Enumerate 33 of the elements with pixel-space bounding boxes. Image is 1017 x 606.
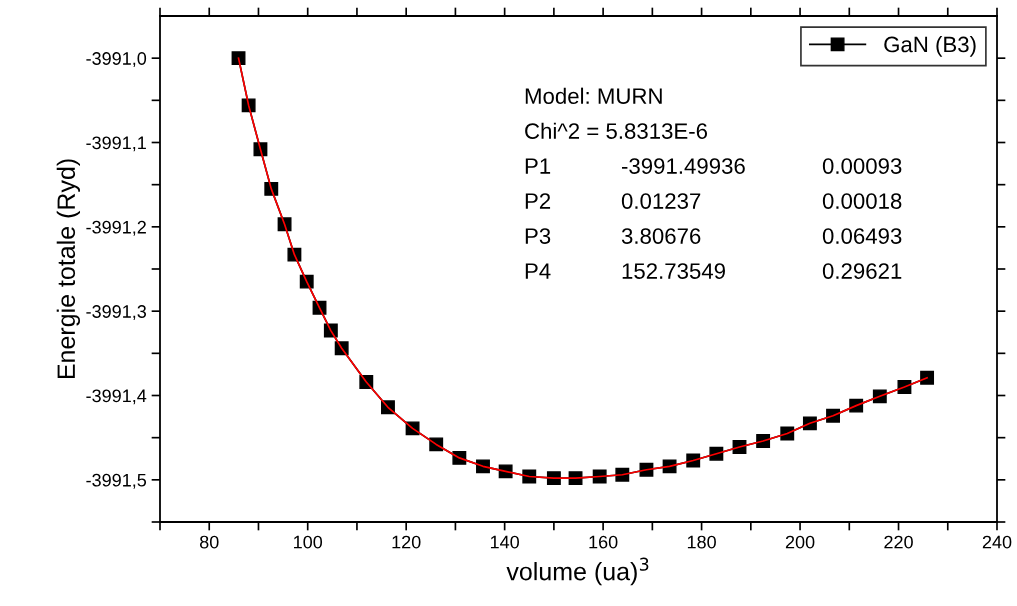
x-tick-label: 140: [490, 535, 519, 549]
y-tick-label: -3991,3: [86, 305, 147, 321]
annotation: Model: MURN: [525, 87, 662, 104]
annotation: 152.73549: [622, 263, 725, 279]
annotation: 0.00093: [822, 158, 902, 174]
annotation: P4: [525, 263, 551, 279]
annotation: Chi^2 = 5.8313E-6: [525, 122, 708, 139]
x-tick-label: 200: [785, 535, 815, 549]
y-tick-label: -3991,4: [86, 389, 147, 405]
x-axis-title: volume (ua)$^{3}$: [506, 557, 649, 586]
x-tick-label: 240: [982, 535, 1012, 549]
y-tick-label: -3991,1: [86, 136, 146, 152]
y-tick-label: -3991,2: [86, 220, 146, 236]
annotation: P1: [525, 158, 551, 174]
y-tick-label: -3991,0: [86, 52, 147, 68]
x-tick-label: 80: [199, 535, 219, 549]
x-tick-label: 160: [589, 535, 618, 549]
y-tick-label: -3991,5: [86, 473, 147, 489]
annotation: -3991.49936: [621, 158, 745, 174]
annotation: 0.29621: [822, 263, 902, 279]
annotation: 0.06493: [822, 228, 902, 244]
annotation: 0.00018: [822, 193, 902, 209]
point: [920, 370, 935, 385]
legend-label: GaN (B3): [884, 36, 976, 57]
x-tick-label: 100: [294, 535, 323, 549]
annotation: 3.80676: [621, 228, 701, 244]
annotation: P3: [525, 228, 551, 244]
annotation: 0.01237: [621, 193, 701, 209]
x-tick-label: 120: [392, 535, 421, 549]
x-tick-label: 180: [687, 535, 716, 549]
x-tick-label: 220: [884, 535, 913, 549]
y-axis-title: Energie totale (Ryd): [56, 159, 81, 379]
annotation: P2: [525, 193, 551, 209]
